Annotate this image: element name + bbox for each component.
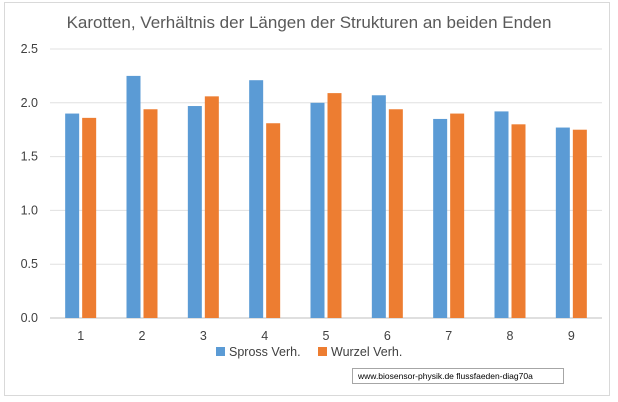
bar-spross-4	[249, 80, 264, 318]
bar-spross-6	[371, 95, 386, 318]
x-axis-ticks: 1 2 3 4 5 6 7 8 9	[77, 329, 575, 343]
legend-swatch	[216, 347, 225, 356]
bar-wurzel-1	[82, 117, 97, 318]
x-tick-label: 1	[77, 329, 84, 343]
bar-wurzel-3	[204, 96, 219, 319]
y-tick-label: 2.0	[21, 96, 38, 110]
bar-spross-7	[433, 118, 448, 318]
bar-wurzel-4	[266, 123, 281, 318]
x-tick-label: 3	[200, 329, 207, 343]
bar-wurzel-9	[572, 129, 587, 318]
bar-spross-3	[187, 106, 202, 318]
y-axis-ticks: 0.0 0.5 1.0 1.5 2.0 2.5	[21, 42, 38, 325]
x-tick-label: 2	[139, 329, 146, 343]
chart-frame	[4, 2, 610, 396]
x-tick-label: 8	[507, 329, 514, 343]
grid-lines	[50, 48, 602, 319]
y-tick-label: 1.5	[21, 150, 38, 164]
bar-wurzel-5	[327, 93, 342, 318]
bar-spross-8	[494, 111, 509, 319]
x-tick-label: 4	[261, 329, 268, 343]
bar-wurzel-8	[511, 124, 526, 318]
legend-label: Spross Verh.	[229, 345, 301, 359]
bar-spross-1	[65, 113, 80, 318]
y-tick-label: 0.0	[21, 311, 38, 325]
x-tick-label: 7	[445, 329, 452, 343]
source-watermark: www.biosensor-physik.de flussfaeden-diag…	[352, 368, 564, 384]
bar-wurzel-2	[143, 109, 158, 318]
bar-spross-2	[126, 75, 141, 319]
bar-spross-9	[555, 127, 570, 318]
bar-spross-5	[310, 102, 325, 318]
x-tick-label: 6	[384, 329, 391, 343]
bar-wurzel-7	[450, 113, 465, 318]
y-tick-label: 1.0	[21, 203, 38, 217]
legend: Spross Verh. Wurzel Verh.	[216, 345, 402, 359]
x-tick-label: 5	[323, 329, 330, 343]
x-tick-label: 9	[568, 329, 575, 343]
y-tick-label: 2.5	[21, 42, 38, 56]
legend-label: Wurzel Verh.	[331, 345, 402, 359]
bars	[65, 75, 587, 319]
y-tick-label: 0.5	[21, 257, 38, 271]
legend-swatch	[318, 347, 327, 356]
chart-title: Karotten, Verhältnis der Längen der Stru…	[67, 13, 552, 32]
bar-wurzel-6	[388, 109, 403, 318]
